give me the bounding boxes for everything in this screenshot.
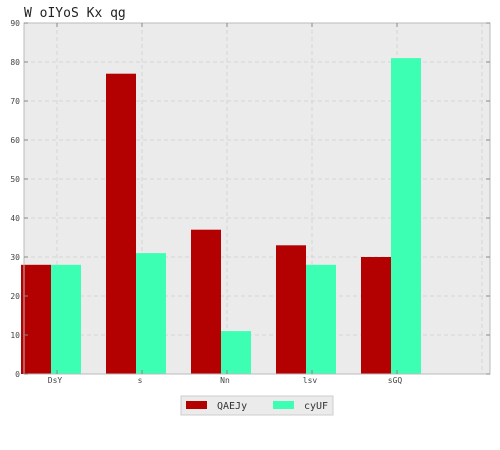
- bar-QAEJy-DsY: [21, 264, 51, 374]
- legend-label-QAEJy: QAEJy: [217, 401, 247, 412]
- y-tick-label: 50: [10, 175, 20, 184]
- y-axis-ticks: 0 10 20 30 40 50 60 70 80 90: [10, 19, 490, 379]
- x-tick-label: sGQ: [388, 376, 403, 385]
- y-tick-label: 80: [10, 58, 20, 67]
- bars: [21, 58, 421, 374]
- x-axis-ticks: DsY s Nn lsv sGQ: [48, 23, 403, 385]
- plot-frame: [23, 22, 491, 375]
- bar-QAEJy-s: [106, 73, 136, 374]
- bar-QAEJy-Nn: [191, 229, 221, 374]
- x-tick-label: Nn: [220, 376, 230, 385]
- y-tick-label: 10: [10, 331, 20, 340]
- y-tick-label: 70: [10, 97, 20, 106]
- chart-title: W oIYoS Kx qg: [24, 6, 126, 21]
- y-tick-label: 60: [10, 136, 20, 145]
- bar-QAEJy-lsv: [276, 245, 306, 374]
- y-tick-label: 30: [10, 253, 20, 262]
- legend: QAEJy cyUF: [180, 395, 334, 416]
- legend-swatch-QAEJy: [186, 401, 207, 409]
- y-tick-label: 0: [15, 370, 20, 379]
- legend-box: [180, 395, 334, 416]
- x-tick-label: lsv: [303, 376, 318, 385]
- y-tick-label: 40: [10, 214, 20, 223]
- legend-swatch-cyUF: [273, 401, 294, 409]
- x-tick-label: DsY: [48, 376, 63, 385]
- x-tick-label: s: [138, 376, 143, 385]
- bar-cyUF-s: [136, 253, 166, 374]
- bar-QAEJy-sGQ: [361, 257, 391, 374]
- y-tick-label: 90: [10, 19, 20, 28]
- bar-cyUF-Nn: [221, 331, 251, 374]
- bar-cyUF-sGQ: [391, 58, 421, 374]
- y-tick-label: 20: [10, 292, 20, 301]
- legend-label-cyUF: cyUF: [304, 401, 328, 412]
- bar-cyUF-lsv: [306, 264, 336, 374]
- bar-cyUF-DsY: [51, 264, 81, 374]
